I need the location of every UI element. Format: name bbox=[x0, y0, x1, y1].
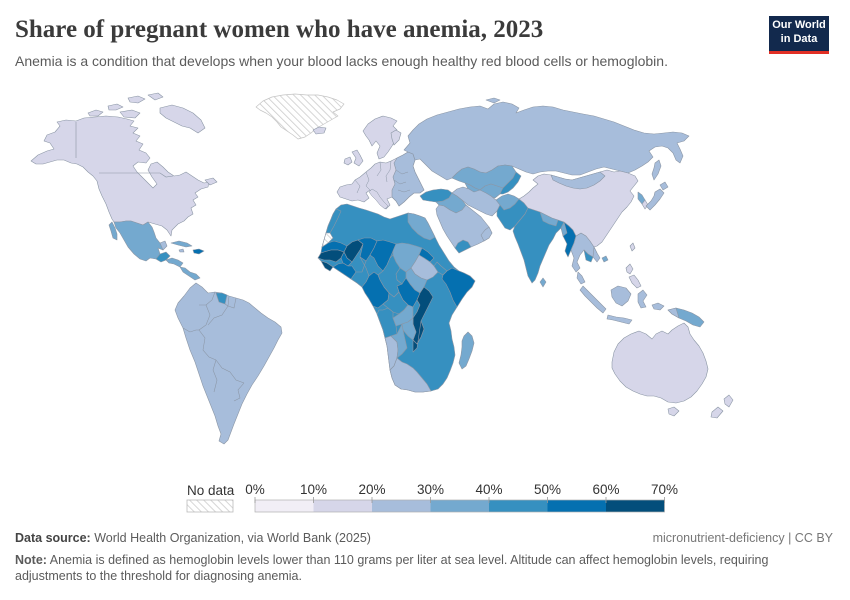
svg-text:20%: 20% bbox=[358, 482, 385, 497]
svg-text:60%: 60% bbox=[592, 482, 619, 497]
svg-text:50%: 50% bbox=[534, 482, 561, 497]
svg-text:30%: 30% bbox=[417, 482, 444, 497]
svg-text:70%: 70% bbox=[651, 482, 678, 497]
svg-text:0%: 0% bbox=[245, 482, 265, 497]
svg-text:40%: 40% bbox=[475, 482, 502, 497]
svg-text:10%: 10% bbox=[300, 482, 327, 497]
svg-text:No data: No data bbox=[187, 483, 235, 498]
